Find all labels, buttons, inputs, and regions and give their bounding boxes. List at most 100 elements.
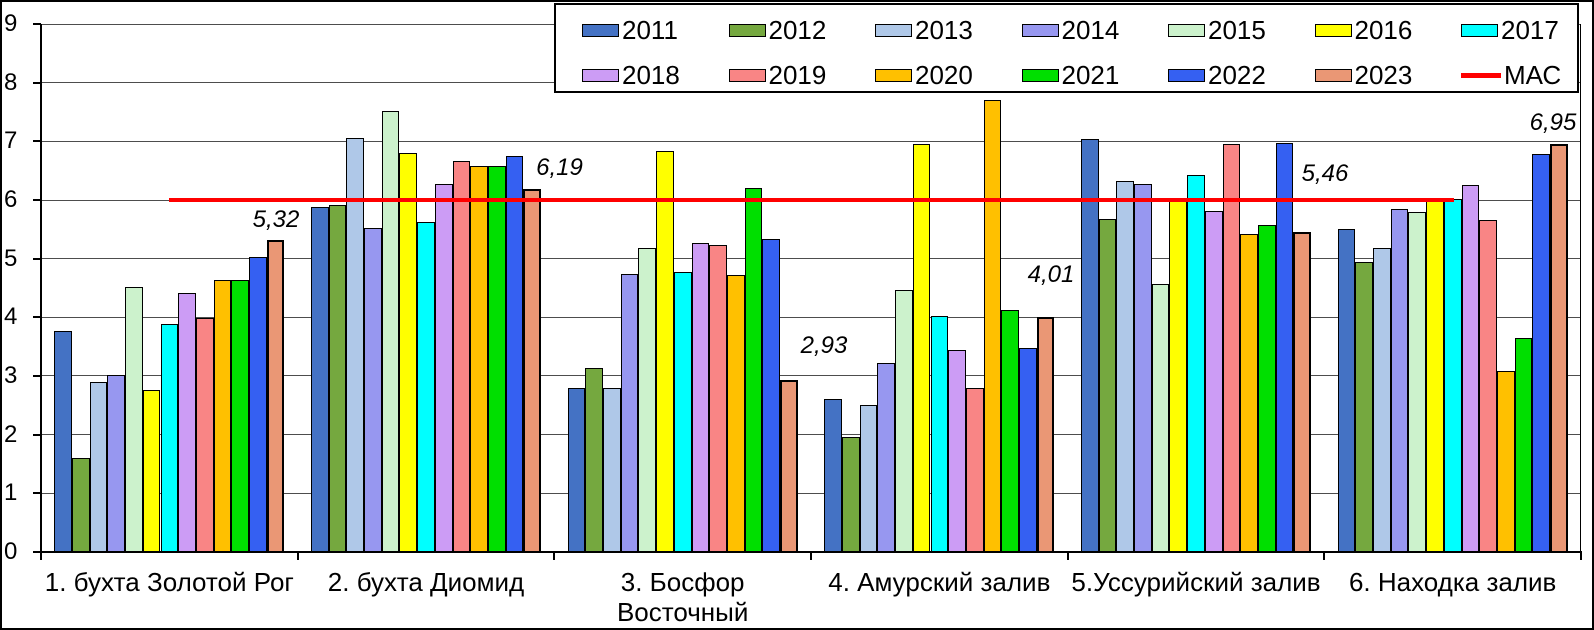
legend-label-2018: 2018 — [622, 60, 680, 90]
y-axis-label-7: 7 — [4, 127, 18, 155]
y-tick-3 — [33, 374, 41, 377]
y-tick-4 — [33, 316, 41, 319]
annotation-5-32: 5,32 — [252, 205, 300, 233]
bar-2018-group5 — [1204, 210, 1223, 553]
y-axis — [40, 24, 42, 553]
legend-swatch-2012 — [728, 23, 766, 37]
category-label-1: 1. бухта Золотой Рог — [44, 566, 294, 597]
legend-item-МАС: МАС — [1461, 60, 1561, 90]
legend-label-2016: 2016 — [1354, 15, 1413, 45]
bar-2016-group1 — [142, 390, 161, 553]
bar-2013-group6 — [1373, 247, 1391, 553]
bar-2015-group5 — [1151, 284, 1170, 553]
mac-reference-line — [169, 198, 1454, 203]
bar-2011-group2 — [310, 207, 329, 553]
legend-swatch-2018 — [582, 68, 619, 82]
y-tick-9 — [33, 23, 41, 26]
y-axis-label-0: 0 — [4, 537, 18, 565]
bar-2022-group3 — [762, 238, 781, 553]
legend-swatch-2014 — [1021, 23, 1059, 37]
bar-2013-group3 — [603, 387, 621, 553]
bar-2012-group4 — [842, 437, 860, 553]
annotation-6-19: 6,19 — [536, 154, 583, 182]
y-tick-0 — [33, 550, 41, 553]
gridline-y7 — [41, 140, 1581, 142]
bar-2011-group4 — [824, 399, 842, 553]
y-axis-label-2: 2 — [4, 420, 18, 448]
x-tick-1 — [296, 551, 299, 560]
legend-label-2023: 2023 — [1354, 60, 1413, 90]
bar-2013-group1 — [89, 381, 108, 553]
legend-label-МАС: МАС — [1504, 60, 1562, 90]
legend-item-2011: 2011 — [582, 15, 678, 45]
legend-item-2021: 2021 — [1021, 60, 1119, 90]
bar-2015-group6 — [1408, 211, 1427, 553]
bar-2019-group3 — [709, 244, 727, 553]
legend-label-2019: 2019 — [768, 60, 827, 90]
legend-label-2013: 2013 — [915, 15, 973, 45]
legend-item-2019: 2019 — [728, 60, 827, 90]
bar-2013-group5 — [1116, 180, 1135, 553]
bar-2022-group2 — [505, 155, 524, 553]
bar-2019-group1 — [195, 317, 214, 553]
bar-2022-group6 — [1532, 154, 1551, 553]
legend-swatch-2017 — [1461, 23, 1498, 37]
bar-2014-group1 — [107, 375, 126, 553]
bar-2018-group1 — [178, 292, 196, 553]
gridline-y2 — [41, 434, 1581, 436]
bar-2023-group3 — [780, 380, 798, 553]
bar-2012-group1 — [72, 458, 90, 553]
category-label-4: 4. Амурский залив — [828, 566, 1051, 597]
legend-label-2014: 2014 — [1061, 15, 1120, 45]
bar-2012-group6 — [1355, 262, 1374, 553]
bar-2017-group1 — [160, 324, 179, 553]
category-label-6: 6. Находка залив — [1348, 566, 1557, 597]
bar-2014-group2 — [364, 228, 382, 553]
x-tick-6 — [1580, 551, 1582, 560]
gridline-y3 — [41, 375, 1581, 377]
bar-2014-group5 — [1134, 183, 1152, 553]
bar-2023-group6 — [1550, 144, 1568, 553]
bar-2014-group3 — [620, 273, 639, 553]
bar-2017-group4 — [930, 315, 949, 553]
legend-label-2022: 2022 — [1208, 60, 1266, 90]
bar-2012-group2 — [328, 204, 347, 553]
y-axis-label-6: 6 — [4, 186, 18, 214]
bar-2015-group4 — [895, 289, 913, 553]
annotation-2-93: 2,93 — [800, 332, 848, 360]
legend-item-2015: 2015 — [1168, 15, 1266, 45]
legend-label-2011: 2011 — [622, 15, 678, 45]
legend-item-2018: 2018 — [582, 60, 680, 90]
bar-2019-group5 — [1222, 144, 1241, 553]
legend-item-2014: 2014 — [1021, 15, 1120, 45]
bar-2023-group2 — [523, 188, 542, 553]
legend-item-2017: 2017 — [1461, 15, 1559, 45]
bar-2021-group2 — [487, 166, 506, 553]
bar-2021-group6 — [1514, 337, 1533, 553]
bar-2021-group5 — [1257, 224, 1276, 553]
bar-2017-group2 — [417, 221, 435, 553]
gridline-y5 — [41, 258, 1581, 260]
bar-2018-group6 — [1461, 184, 1480, 553]
y-tick-6 — [33, 199, 41, 202]
annotation-4-01: 4,01 — [1027, 260, 1075, 288]
bar-2023-group1 — [266, 239, 285, 553]
bar-2016-group3 — [656, 150, 674, 553]
legend-swatch-2023 — [1314, 68, 1352, 82]
legend-item-2016: 2016 — [1314, 15, 1413, 45]
bar-2020-group3 — [726, 275, 745, 553]
bar-2017-group6 — [1443, 199, 1462, 553]
bar-2023-group4 — [1036, 316, 1055, 553]
bar-2021-group4 — [1001, 309, 1019, 553]
bar-2020-group1 — [213, 280, 232, 553]
bar-2022-group1 — [249, 256, 267, 553]
bar-2020-group5 — [1240, 234, 1258, 553]
legend-item-2013: 2013 — [875, 15, 973, 45]
bar-2011-group3 — [567, 387, 586, 553]
legend: 2011 2012 2013 2014 2015 2016 2017 2018 2019 2020… — [554, 3, 1579, 93]
legend-label-2017: 2017 — [1501, 15, 1559, 45]
bar-2012-group3 — [585, 367, 604, 553]
legend-item-2023: 2023 — [1314, 60, 1413, 90]
